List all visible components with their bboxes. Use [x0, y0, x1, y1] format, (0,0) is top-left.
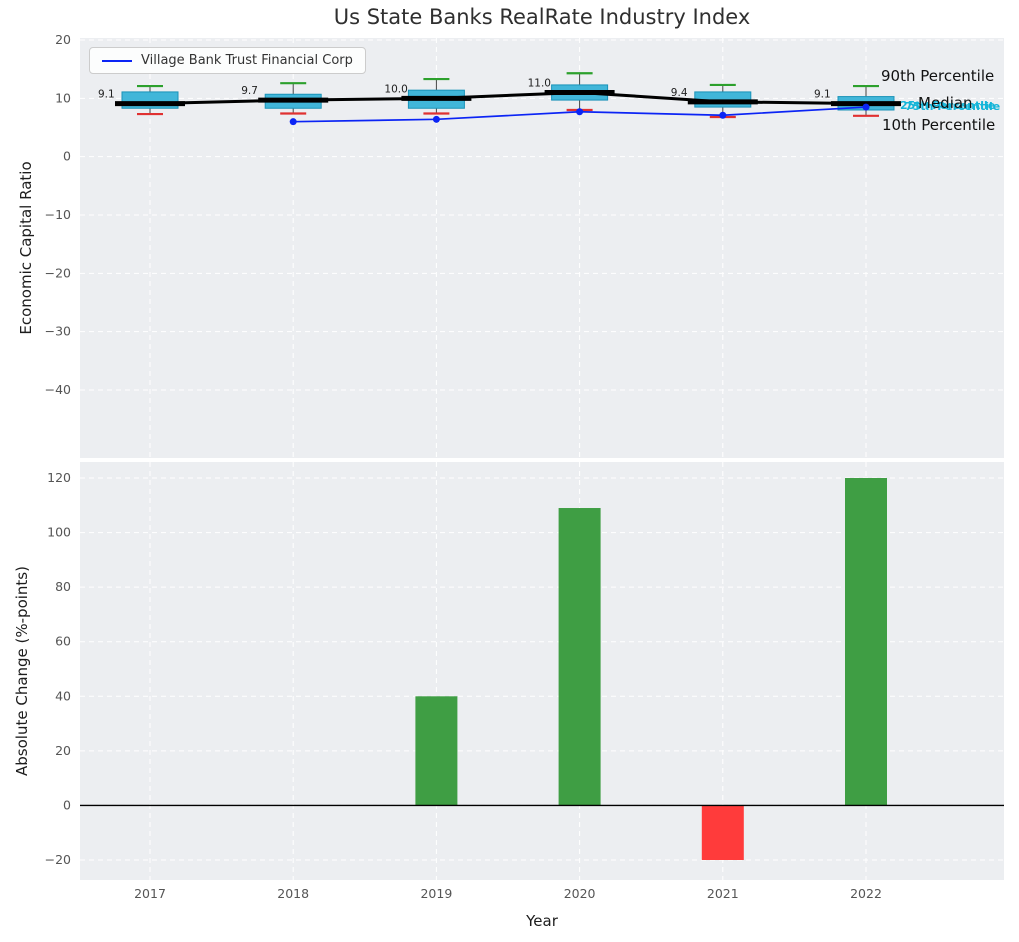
median-label-2020: 11.0: [528, 77, 551, 89]
median-label-2021: 9.4: [671, 87, 688, 99]
ytick-label-top: 10: [55, 90, 71, 105]
ylabel-absolute-change: Absolute Change (%-points): [13, 566, 31, 776]
bar-2019: [415, 696, 458, 806]
median-label-2022: 9.1: [814, 89, 831, 101]
chart-title: Us State Banks RealRate Industry Index: [333, 5, 751, 29]
company-marker-2019: [432, 115, 440, 123]
company-marker-2018: [289, 118, 297, 126]
xlabel-year: Year: [526, 912, 558, 930]
ytick-label-top: 0: [63, 149, 71, 164]
bar-2022: [845, 478, 887, 806]
ytick-label-top: −30: [45, 324, 71, 339]
ytick-label-bottom: 20: [55, 743, 71, 758]
bar-2020: [558, 508, 601, 806]
bar-2021: [701, 805, 744, 861]
ytick-label-top: −20: [45, 265, 71, 280]
xtick-label: 2017: [134, 886, 166, 901]
ylabel-economic-capital-ratio: Economic Capital Ratio: [17, 161, 35, 335]
ytick-label-top: −10: [45, 207, 71, 222]
legend: Village Bank Trust Financial Corp: [89, 47, 366, 74]
median-label-2019: 10.0: [384, 83, 407, 95]
ytick-label-top: −40: [45, 382, 71, 397]
company-marker-2022: [862, 103, 870, 111]
annotation-10th-percentile: 10th Percentile: [882, 116, 996, 134]
ytick-label-bottom: −20: [45, 852, 71, 867]
ytick-label-bottom: 100: [47, 525, 71, 540]
legend-line-sample-icon: [102, 59, 132, 62]
ytick-label-bottom: 60: [55, 634, 71, 649]
xtick-label: 2022: [850, 886, 882, 901]
annotation-median: Median: [918, 94, 973, 112]
annotation-90th-percentile: 90th Percentile: [881, 67, 995, 85]
ytick-label-top: 20: [55, 32, 71, 47]
legend-label: Village Bank Trust Financial Corp: [141, 53, 353, 68]
median-label-2017: 9.1: [98, 89, 115, 101]
ytick-label-bottom: 40: [55, 688, 71, 703]
xtick-label: 2019: [420, 886, 452, 901]
company-marker-2020: [576, 108, 584, 116]
xtick-label: 2021: [707, 886, 739, 901]
company-marker-2021: [719, 111, 727, 119]
median-label-2018: 9.7: [241, 85, 258, 97]
ytick-label-bottom: 120: [47, 470, 71, 485]
ytick-label-bottom: 80: [55, 579, 71, 594]
annotation-75th-percentile: 75th Percentile: [905, 100, 1001, 113]
xtick-label: 2018: [277, 886, 309, 901]
xtick-label: 2020: [564, 886, 596, 901]
annotation-25th-percentile: 25th Percentile: [900, 99, 996, 112]
ytick-label-bottom: 0: [63, 797, 71, 812]
